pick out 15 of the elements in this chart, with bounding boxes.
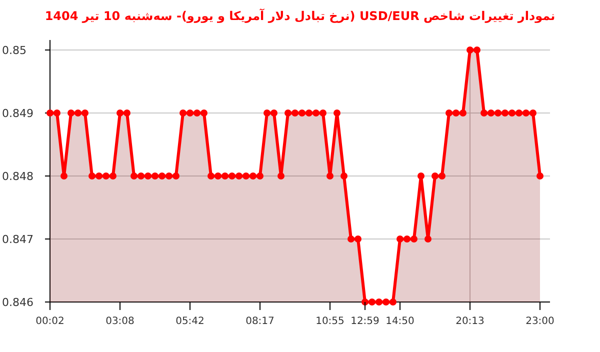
x-tick-label: 20:13	[456, 316, 484, 327]
x-tick-label: 08:17	[246, 316, 274, 327]
x-tick-label: 14:50	[386, 316, 414, 327]
y-tick-label: 0.85	[2, 44, 26, 57]
y-tick-label: 0.846	[2, 296, 34, 309]
x-tick-label: 03:08	[106, 316, 134, 327]
y-tick-label: 0.849	[2, 107, 34, 120]
y-tick-label: 0.848	[2, 170, 34, 183]
y-tick-label: 0.847	[2, 233, 34, 246]
chart-title: نمودار تغییرات شاخص USD/EUR (نرخ تبادل دلار آمریکا و یورو)- سه‌شنبه 10 تیر 1404	[44, 8, 556, 23]
x-tick-label: 00:02	[36, 316, 64, 327]
x-tick-label: 10:55	[316, 316, 344, 327]
x-tick-label: 12:59	[350, 316, 380, 327]
x-tick-label: 23:00	[526, 316, 554, 327]
x-tick-label: 05:42	[176, 316, 204, 327]
